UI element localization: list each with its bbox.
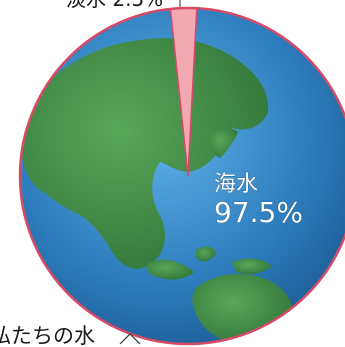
pie-outline	[18, 6, 345, 346]
bottom-pointer-mark	[119, 333, 141, 345]
sea-water-label: 海水	[214, 172, 258, 197]
fresh-water-label-cropped: 淡水 2.5%	[66, 0, 163, 11]
our-water-label-cropped: 私たちの水	[0, 324, 95, 347]
sea-water-value-label: 97.5%	[214, 196, 303, 229]
